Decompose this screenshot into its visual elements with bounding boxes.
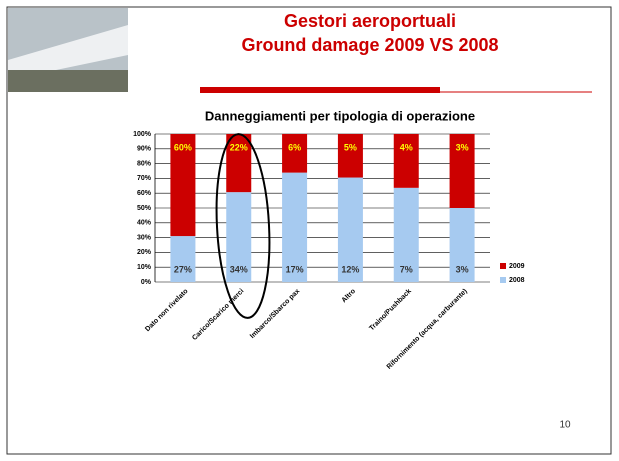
photo-ground (8, 70, 128, 92)
y-tick-label: 30% (137, 234, 152, 241)
legend-swatch (500, 263, 506, 269)
value-label: 7% (400, 264, 413, 274)
y-tick-label: 40% (137, 220, 152, 227)
legend-swatch (500, 277, 506, 283)
y-tick-label: 80% (137, 160, 152, 167)
value-label: 4% (400, 142, 413, 152)
value-label: 6% (288, 142, 301, 152)
y-tick-label: 90% (137, 146, 152, 153)
y-tick-label: 0% (141, 279, 152, 286)
y-tick-label: 50% (137, 205, 152, 212)
y-tick-label: 60% (137, 190, 152, 197)
page-number: 10 (559, 420, 571, 431)
slide: Gestori aeroportuali Ground damage 2009 … (0, 0, 619, 461)
slide-title: Gestori aeroportuali (284, 11, 456, 31)
photo (8, 8, 128, 92)
title-rule (200, 87, 440, 93)
value-label: 22% (230, 142, 248, 152)
legend-label: 2008 (509, 277, 525, 284)
value-label: 27% (174, 264, 192, 274)
y-tick-label: 20% (137, 249, 152, 256)
value-label: 12% (341, 264, 359, 274)
value-label: 5% (344, 142, 357, 152)
bar-segment (282, 134, 307, 173)
y-tick-label: 10% (137, 264, 152, 271)
bar-segment (170, 236, 195, 282)
chart-title: Danneggiamenti per tipologia di operazio… (205, 108, 475, 123)
value-label: 60% (174, 142, 192, 152)
value-label: 3% (456, 142, 469, 152)
bar-segment (338, 134, 363, 178)
value-label: 34% (230, 264, 248, 274)
value-label: 17% (286, 264, 304, 274)
y-tick-label: 70% (137, 175, 152, 182)
y-tick-label: 100% (133, 131, 152, 138)
value-label: 3% (456, 264, 469, 274)
slide-title: Ground damage 2009 VS 2008 (241, 35, 498, 55)
legend-label: 2009 (509, 263, 525, 270)
